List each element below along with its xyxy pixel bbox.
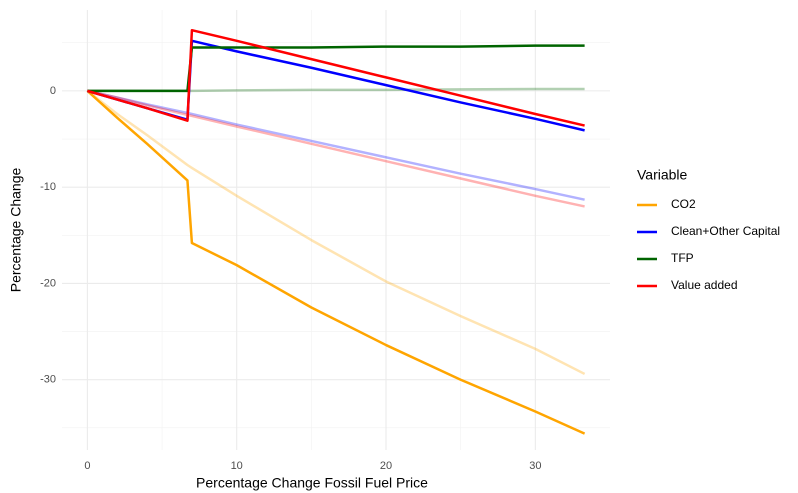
x-axis-title: Percentage Change Fossil Fuel Price: [196, 475, 428, 491]
baseline-line: [87, 89, 585, 208]
x-tick-label: 10: [231, 460, 243, 472]
y-tick-label: -10: [40, 181, 56, 193]
x-tick-label: 20: [380, 460, 392, 472]
y-tick-label: 0: [50, 85, 56, 97]
y-tick-label: -30: [40, 374, 56, 386]
legend-label: CO2: [671, 197, 696, 211]
legend-label: TFP: [671, 251, 694, 265]
series-line: [86, 89, 586, 435]
series-line: [87, 28, 585, 127]
baseline-line: [86, 89, 586, 376]
legend-label: Value added: [671, 278, 738, 292]
legend-title: Variable: [637, 167, 688, 183]
y-axis-title: Percentage Change: [8, 168, 24, 293]
y-tick-label: -20: [40, 277, 56, 289]
series-line: [87, 44, 585, 93]
legend-label: Clean+Other Capital: [671, 224, 780, 238]
x-tick-label: 0: [84, 460, 90, 472]
x-tick-label: 30: [529, 460, 541, 472]
baseline-line: [87, 89, 585, 201]
